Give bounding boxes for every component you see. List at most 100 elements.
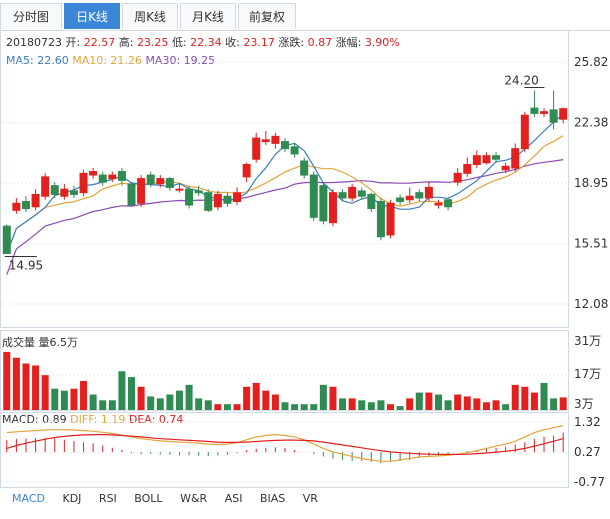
volume-value: 量6.5万	[38, 336, 79, 349]
info-low-label: 低:	[171, 36, 187, 49]
candle-body	[492, 155, 501, 160]
price-tick-label: 22.38	[574, 116, 608, 130]
candle-body	[21, 200, 30, 210]
candle-body	[41, 176, 50, 197]
info-high-label: 高:	[118, 36, 134, 49]
tab-daily-k[interactable]: 日K线	[64, 3, 120, 29]
candle-body	[69, 190, 78, 195]
tab-intraday[interactable]: 分时图	[0, 3, 62, 29]
volume-bar	[32, 365, 40, 410]
volume-bar	[492, 400, 500, 410]
candle-body	[79, 172, 88, 194]
volume-bar	[415, 392, 423, 410]
candle-body	[482, 155, 491, 164]
candle-body	[319, 185, 328, 222]
volume-bar	[89, 394, 97, 410]
info-pct-label: 涨幅:	[335, 36, 362, 49]
volume-bar	[540, 382, 548, 410]
candle-body	[328, 192, 337, 224]
candle-body	[530, 107, 539, 114]
info-date: 20180723	[6, 36, 62, 49]
indicator-tab-bias[interactable]: BIAS	[259, 492, 286, 505]
price-tick-label: 15.51	[574, 237, 608, 251]
indicator-tab-wr[interactable]: W&R	[180, 492, 208, 505]
volume-bar	[521, 386, 529, 410]
volume-bar	[214, 404, 222, 410]
indicator-tab-boll[interactable]: BOLL	[134, 492, 163, 505]
diff-line	[6, 425, 564, 462]
candle-body	[261, 139, 270, 143]
candle-body	[501, 165, 510, 171]
price-tick-label: 18.95	[574, 176, 608, 190]
tab-weekly-k[interactable]: 周K线	[122, 3, 178, 29]
volume-bar	[137, 386, 145, 410]
candle-body	[396, 197, 405, 202]
candle-body	[271, 135, 280, 144]
candle-body	[127, 183, 136, 206]
volume-bar	[195, 398, 203, 410]
dea-line	[6, 434, 564, 455]
tab-monthly-k[interactable]: 月K线	[180, 3, 236, 29]
macd-legend: MACD: 0.89 DIFF: 1.19 DEA: 0.74	[2, 413, 183, 426]
volume-legend: 成交量 量6.5万	[2, 334, 78, 350]
volume-bar	[99, 400, 107, 410]
ma10-line	[6, 135, 564, 254]
info-open: 22.57	[83, 36, 116, 49]
volume-bar	[166, 394, 174, 410]
volume-bar	[12, 357, 20, 410]
candle-body	[415, 192, 424, 199]
candle-body	[290, 146, 299, 155]
indicator-tab-rsi[interactable]: RSI	[98, 492, 117, 505]
ma30-line	[6, 159, 564, 275]
volume-bar	[262, 390, 270, 410]
ma10-value: MA10: 21.26	[72, 54, 142, 67]
volume-bar	[22, 363, 30, 410]
macd-tick-label: 1.32	[574, 415, 601, 429]
candle-body	[117, 171, 126, 181]
tab-forward-adjusted[interactable]: 前复权	[238, 3, 296, 29]
volume-bar	[511, 384, 519, 410]
macd-panel-frame	[0, 412, 569, 488]
indicator-tab-vr[interactable]: VR	[302, 492, 318, 505]
candle-body	[511, 148, 520, 169]
volume-tick-label: 17万	[574, 367, 601, 381]
candle-body	[386, 202, 395, 236]
volume-bar	[300, 404, 308, 410]
candle-body	[223, 195, 232, 204]
candle-body	[50, 185, 59, 195]
diff-value: DIFF: 1.19	[70, 413, 126, 426]
info-high: 23.25	[136, 36, 169, 49]
candle-body	[165, 178, 174, 188]
macd-tick-label: -0.77	[574, 475, 605, 489]
volume-bar	[3, 351, 11, 410]
volume-tick-label: 31万	[574, 334, 601, 348]
candle-body	[185, 188, 194, 206]
candle-body	[213, 193, 222, 208]
min-annotation-label: 14.95	[9, 258, 43, 272]
volume-bar	[559, 397, 567, 410]
indicator-tab-macd[interactable]: MACD	[12, 492, 45, 505]
ma30-value: MA30: 19.25	[145, 54, 216, 67]
price-panel-frame	[0, 30, 569, 328]
indicator-tab-kdj[interactable]: KDJ	[62, 492, 82, 505]
macd-tick-label: 0.27	[574, 445, 601, 459]
volume-bar	[223, 404, 231, 410]
volume-bar	[454, 394, 462, 410]
candle-body	[549, 109, 558, 123]
volume-bar	[204, 400, 212, 410]
volume-bar	[108, 400, 116, 410]
price-tick-label: 25.82	[574, 55, 608, 69]
candle-body	[89, 171, 98, 176]
volume-bar	[233, 404, 241, 410]
candle-body	[444, 199, 453, 208]
volume-bar	[530, 392, 538, 410]
ma5-value: MA5: 22.60	[6, 54, 69, 67]
volume-bar	[367, 402, 375, 410]
candle-body	[31, 193, 40, 208]
volume-bar	[358, 400, 366, 410]
info-change-label: 涨跌:	[278, 36, 305, 49]
volume-bar	[51, 388, 59, 410]
indicator-tab-asi[interactable]: ASI	[224, 492, 243, 505]
candle-body	[309, 174, 318, 218]
candle-body	[137, 178, 146, 204]
